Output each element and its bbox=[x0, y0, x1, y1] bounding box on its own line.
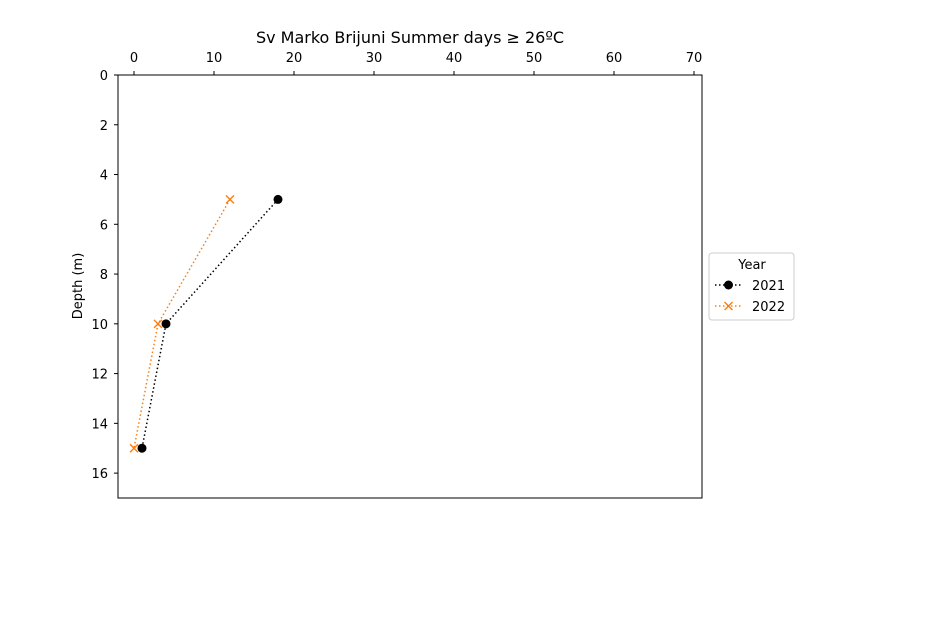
data-point bbox=[129, 443, 139, 453]
y-tick-label: 8 bbox=[100, 268, 108, 283]
x-tick-label: 20 bbox=[286, 51, 303, 66]
plot-area bbox=[129, 194, 283, 453]
x-tick-label: 30 bbox=[366, 51, 383, 66]
series-2022 bbox=[129, 194, 235, 453]
x-tick-label: 40 bbox=[446, 51, 463, 66]
data-point bbox=[137, 443, 147, 453]
legend-title: Year bbox=[737, 258, 766, 273]
x-tick-label: 60 bbox=[606, 51, 623, 66]
y-axis: 0 2 4 6 8 10 12 14 16 bbox=[91, 69, 118, 482]
data-point bbox=[153, 319, 163, 329]
legend-label: 2022 bbox=[752, 300, 785, 315]
x-tick-label: 10 bbox=[206, 51, 223, 66]
chart-title: Sv Marko Brijuni Summer days ≥ 26ºC bbox=[256, 28, 564, 47]
legend-marker bbox=[724, 280, 733, 290]
y-tick-label: 10 bbox=[91, 318, 108, 333]
legend-item: 2022 bbox=[715, 300, 785, 315]
x-tick-label: 0 bbox=[130, 51, 138, 66]
x-tick-label: 70 bbox=[686, 51, 703, 66]
y-tick-label: 4 bbox=[100, 169, 108, 184]
x-tick-label: 50 bbox=[526, 51, 543, 66]
legend-box bbox=[708, 252, 795, 321]
legend-item: 2021 bbox=[715, 279, 785, 294]
x-axis: 0 10 20 30 40 50 60 70 bbox=[130, 51, 702, 75]
y-tick-label: 6 bbox=[100, 218, 108, 233]
y-tick-label: 0 bbox=[100, 69, 108, 84]
y-tick-label: 16 bbox=[91, 467, 108, 482]
data-point bbox=[161, 319, 171, 329]
y-tick-label: 14 bbox=[91, 417, 108, 432]
legend-label: 2021 bbox=[752, 279, 785, 294]
y-axis-label: Depth (m) bbox=[71, 253, 86, 320]
data-point bbox=[273, 194, 283, 204]
plot-frame bbox=[117, 74, 703, 499]
y-tick-label: 2 bbox=[100, 119, 108, 134]
legend-marker bbox=[724, 301, 733, 311]
series-2021 bbox=[137, 194, 283, 453]
legend: Year 2021 2022 bbox=[708, 252, 795, 321]
series-line bbox=[133, 199, 231, 449]
data-point bbox=[225, 194, 235, 204]
y-tick-label: 12 bbox=[91, 368, 108, 383]
